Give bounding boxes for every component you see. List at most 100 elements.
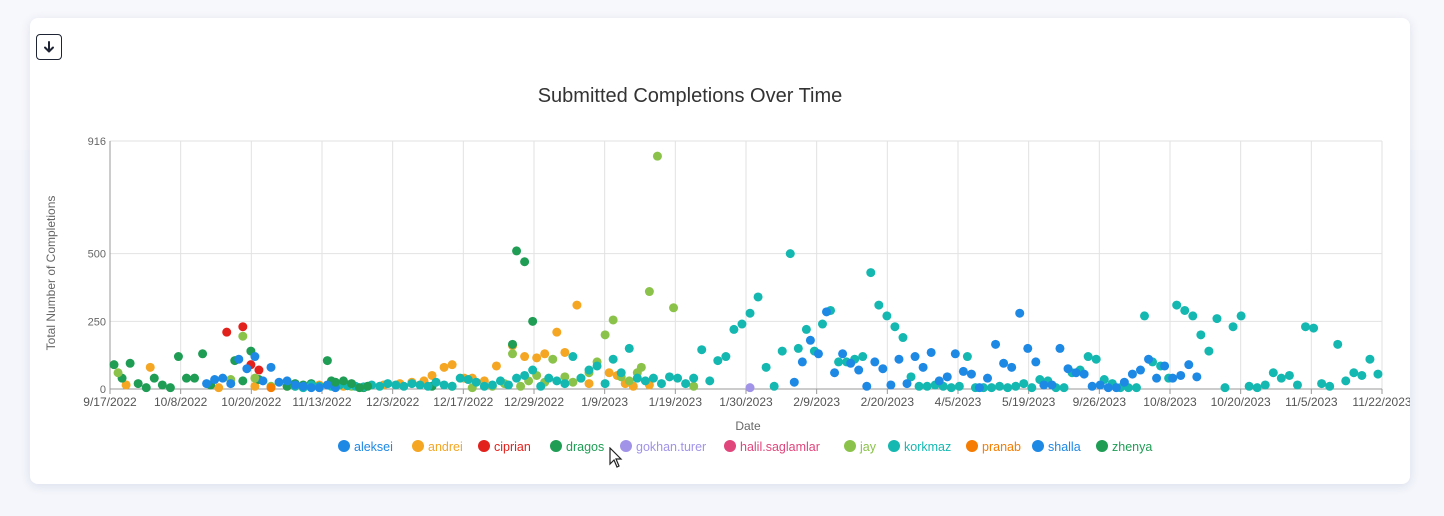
data-point-korkmaz[interactable] <box>1284 370 1294 380</box>
data-point-dragos[interactable] <box>149 373 159 383</box>
data-point-shalla[interactable] <box>282 376 292 386</box>
data-point-shalla[interactable] <box>298 381 308 391</box>
data-point-korkmaz[interactable] <box>1357 370 1367 380</box>
data-point-korkmaz[interactable] <box>1019 379 1029 389</box>
data-point-dragos[interactable] <box>508 339 518 349</box>
data-point-dragos[interactable] <box>133 379 143 389</box>
data-point-shalla[interactable] <box>1119 377 1129 387</box>
data-point-korkmaz[interactable] <box>415 380 425 390</box>
data-point-korkmaz[interactable] <box>495 376 505 386</box>
data-point-korkmaz[interactable] <box>882 311 892 321</box>
data-point-shalla[interactable] <box>1039 380 1049 390</box>
data-point-shalla[interactable] <box>958 366 968 376</box>
data-point-korkmaz[interactable] <box>777 346 787 356</box>
data-point-korkmaz[interactable] <box>817 319 827 329</box>
data-point-shalla[interactable] <box>805 335 815 345</box>
data-point-korkmaz[interactable] <box>648 373 658 383</box>
data-point-andrei[interactable] <box>427 370 437 380</box>
data-point-korkmaz[interactable] <box>608 354 618 364</box>
data-point-korkmaz[interactable] <box>1333 339 1343 349</box>
data-point-dragos[interactable] <box>528 316 538 326</box>
data-point-shalla[interactable] <box>797 357 807 367</box>
data-point-dragos[interactable] <box>109 360 119 370</box>
data-point-korkmaz[interactable] <box>592 361 602 371</box>
data-point-shalla[interactable] <box>789 377 799 387</box>
legend[interactable]: aleksei andrei ciprian dragos gokhan.turer ha… <box>338 440 1152 454</box>
data-point-korkmaz[interactable] <box>890 322 900 332</box>
data-point-shalla[interactable] <box>910 352 920 362</box>
data-point-korkmaz[interactable] <box>753 292 763 302</box>
data-point-jay[interactable] <box>560 372 570 382</box>
data-point-korkmaz[interactable] <box>431 377 441 387</box>
data-point-korkmaz[interactable] <box>1011 381 1021 391</box>
data-point-shalla[interactable] <box>266 362 276 372</box>
data-point-korkmaz[interactable] <box>1091 354 1101 364</box>
data-point-andrei[interactable] <box>540 349 550 359</box>
legend-item-jay[interactable]: jay <box>844 440 877 454</box>
data-point-korkmaz[interactable] <box>512 373 522 383</box>
data-point-shalla[interactable] <box>934 376 944 386</box>
data-point-dragos[interactable] <box>198 349 208 359</box>
data-point-korkmaz[interactable] <box>866 268 876 278</box>
data-point-shalla[interactable] <box>1184 360 1194 370</box>
data-point-korkmaz[interactable] <box>399 381 409 391</box>
data-point-korkmaz[interactable] <box>665 372 675 382</box>
data-point-gokhan-turer[interactable] <box>745 383 755 393</box>
data-point-korkmaz[interactable] <box>914 381 924 391</box>
data-point-shalla[interactable] <box>1176 370 1186 380</box>
data-point-korkmaz[interactable] <box>1083 352 1093 362</box>
data-point-korkmaz[interactable] <box>681 379 691 389</box>
data-point-shalla[interactable] <box>813 349 823 359</box>
data-point-zhenya[interactable] <box>330 377 340 387</box>
data-point-korkmaz[interactable] <box>1027 383 1037 393</box>
data-point-korkmaz[interactable] <box>407 379 417 389</box>
data-point-shalla[interactable] <box>1192 372 1202 382</box>
data-point-shalla[interactable] <box>822 307 832 317</box>
data-point-shalla[interactable] <box>1063 364 1073 374</box>
data-point-shalla[interactable] <box>1015 308 1025 318</box>
data-point-andrei[interactable] <box>491 361 501 371</box>
data-point-korkmaz[interactable] <box>632 373 642 383</box>
data-point-korkmaz[interactable] <box>1220 383 1230 393</box>
data-point-korkmaz[interactable] <box>1325 381 1335 391</box>
data-point-korkmaz[interactable] <box>640 376 650 386</box>
data-point-korkmaz[interactable] <box>769 381 779 391</box>
legend-item-korkmaz[interactable]: korkmaz <box>888 440 951 454</box>
data-point-dragos[interactable] <box>173 352 183 362</box>
data-point-shalla[interactable] <box>942 372 952 382</box>
data-point-shalla[interactable] <box>878 364 888 374</box>
data-point-korkmaz[interactable] <box>560 379 570 389</box>
data-point-korkmaz[interactable] <box>544 373 554 383</box>
data-point-shalla[interactable] <box>999 358 1009 368</box>
legend-item-aleksei[interactable]: aleksei <box>338 440 393 454</box>
data-point-andrei[interactable] <box>145 362 155 372</box>
data-point-korkmaz[interactable] <box>1059 383 1069 393</box>
data-point-jay[interactable] <box>624 376 634 386</box>
download-button[interactable] <box>36 34 62 60</box>
data-point-dragos[interactable] <box>157 380 167 390</box>
data-point-korkmaz[interactable] <box>785 249 795 259</box>
data-point-korkmaz[interactable] <box>858 352 868 362</box>
data-point-shalla[interactable] <box>950 349 960 359</box>
data-point-ciprian[interactable] <box>254 365 264 375</box>
legend-item-pranab[interactable]: pranab <box>966 440 1021 454</box>
data-point-jay[interactable] <box>568 377 578 387</box>
data-point-korkmaz[interactable] <box>673 373 683 383</box>
legend-item-dragos[interactable]: dragos <box>550 440 604 454</box>
legend-item-shalla[interactable]: shalla <box>1032 440 1081 454</box>
data-point-jay[interactable] <box>508 349 518 359</box>
data-point-shalla[interactable] <box>290 380 300 390</box>
data-point-shalla[interactable] <box>918 362 928 372</box>
data-point-korkmaz[interactable] <box>528 365 538 375</box>
data-point-korkmaz[interactable] <box>801 324 811 334</box>
data-point-jay[interactable] <box>548 354 558 364</box>
data-point-shalla[interactable] <box>218 373 228 383</box>
data-point-korkmaz[interactable] <box>689 373 699 383</box>
data-point-shalla[interactable] <box>1079 369 1089 379</box>
data-point-shalla[interactable] <box>202 379 212 389</box>
data-point-shalla[interactable] <box>1168 373 1178 383</box>
data-point-dragos[interactable] <box>322 356 332 366</box>
data-point-korkmaz[interactable] <box>568 352 578 362</box>
data-point-andrei[interactable] <box>520 352 530 362</box>
data-point-korkmaz[interactable] <box>1228 322 1238 332</box>
